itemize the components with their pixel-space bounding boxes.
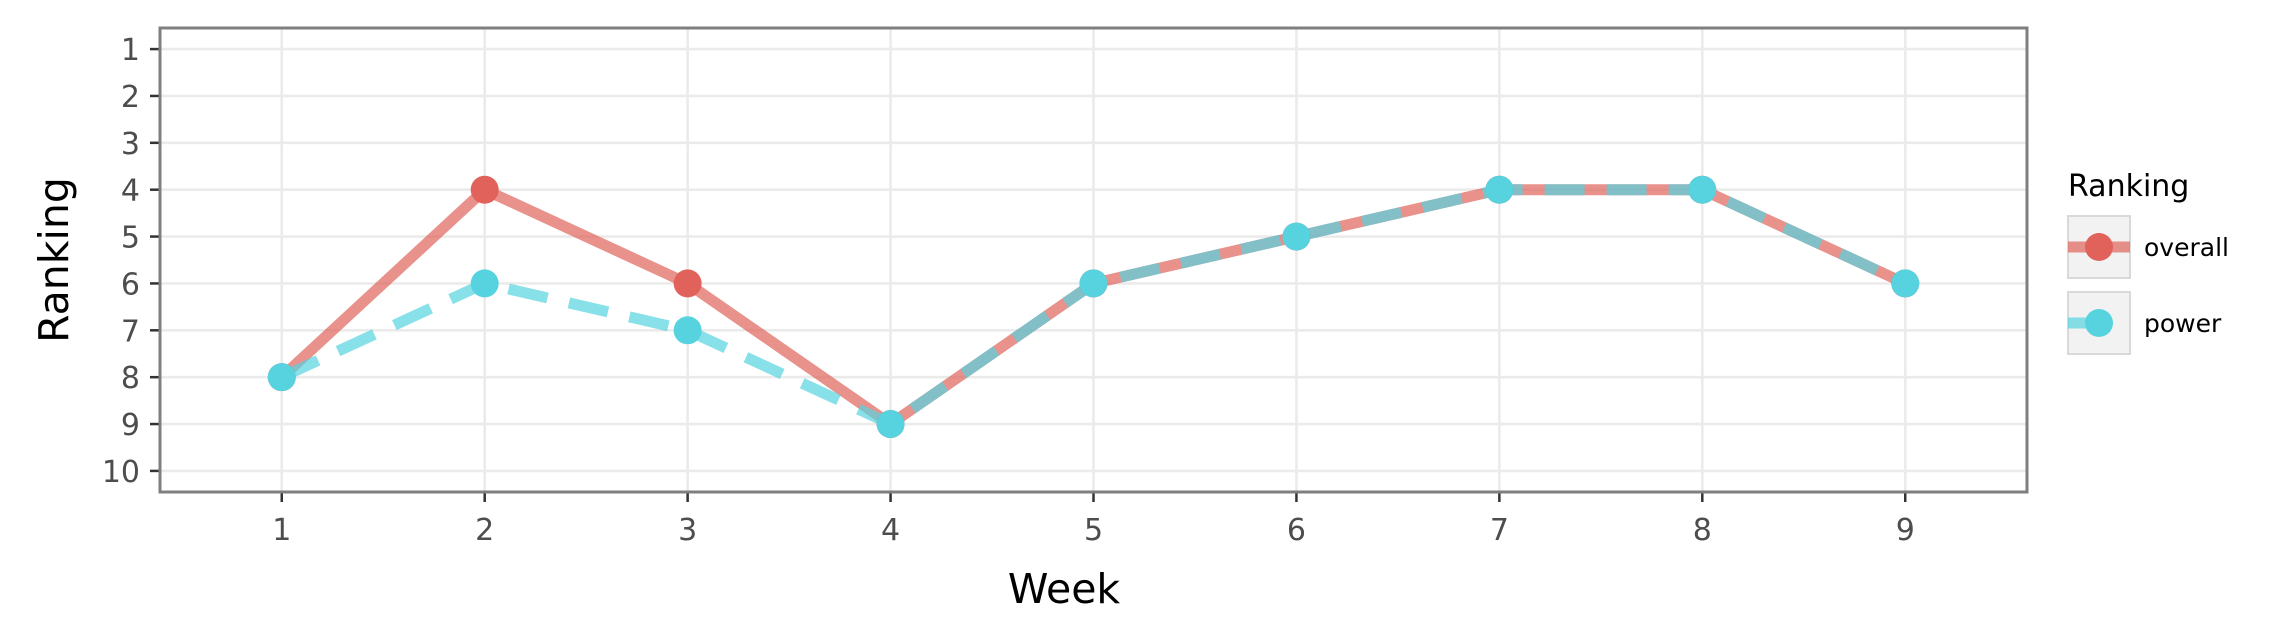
x-tick-label: 2 bbox=[475, 513, 494, 548]
data-point-power bbox=[1485, 175, 1514, 204]
y-tick-label: 2 bbox=[121, 80, 140, 115]
y-tick-label: 9 bbox=[121, 408, 140, 443]
data-point-overall bbox=[673, 269, 702, 298]
x-tick-label: 9 bbox=[1896, 513, 1915, 548]
data-point-power bbox=[876, 410, 905, 439]
x-tick-label: 3 bbox=[678, 513, 697, 548]
x-axis-ticks: 1 2 3 4 5 6 7 8 9 bbox=[272, 492, 1915, 548]
y-tick-label: 8 bbox=[121, 361, 140, 396]
data-point-overall bbox=[470, 175, 499, 204]
y-axis-title: Ranking bbox=[30, 177, 78, 343]
y-axis-ticks: 1 2 3 4 5 6 7 8 9 10 bbox=[102, 33, 160, 490]
y-tick-label: 4 bbox=[121, 174, 140, 209]
series-points bbox=[267, 175, 1920, 439]
y-tick-label: 1 bbox=[121, 33, 140, 68]
legend-title: Ranking bbox=[2068, 169, 2189, 204]
x-axis-title: Week bbox=[1008, 565, 1121, 613]
y-tick-label: 7 bbox=[121, 314, 140, 349]
legend-key-point-overall bbox=[2085, 233, 2113, 261]
x-tick-label: 8 bbox=[1693, 513, 1712, 548]
x-tick-label: 4 bbox=[881, 513, 900, 548]
y-tick-label: 6 bbox=[121, 267, 140, 302]
legend-key-point-power bbox=[2085, 309, 2113, 337]
y-tick-label: 10 bbox=[102, 455, 140, 490]
legend: Ranking overall power bbox=[2067, 169, 2229, 355]
data-point-power bbox=[1688, 175, 1717, 204]
data-point-power bbox=[1079, 269, 1108, 298]
data-point-power bbox=[267, 363, 296, 392]
y-tick-label: 5 bbox=[121, 221, 140, 256]
x-tick-label: 5 bbox=[1084, 513, 1103, 548]
x-tick-label: 1 bbox=[272, 513, 291, 548]
data-point-power bbox=[1282, 222, 1311, 251]
data-point-power bbox=[673, 316, 702, 345]
legend-label-power: power bbox=[2144, 309, 2222, 338]
panel-border bbox=[158, 26, 2029, 494]
legend-label-overall: overall bbox=[2144, 233, 2229, 262]
x-tick-label: 6 bbox=[1287, 513, 1306, 548]
x-tick-label: 7 bbox=[1490, 513, 1509, 548]
data-point-power bbox=[470, 269, 499, 298]
y-tick-label: 3 bbox=[121, 127, 140, 162]
data-point-power bbox=[1891, 269, 1920, 298]
